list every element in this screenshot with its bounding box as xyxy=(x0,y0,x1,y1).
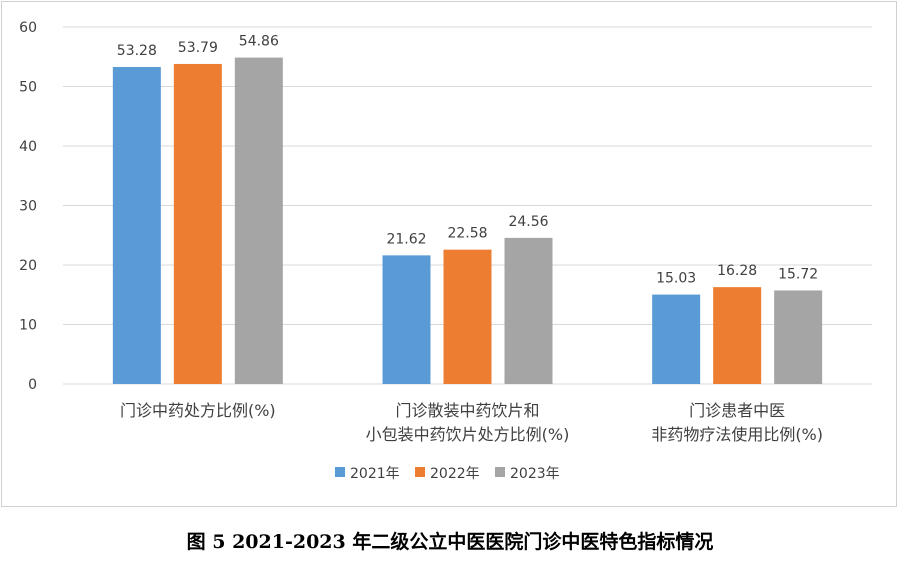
bar xyxy=(234,57,283,384)
bar xyxy=(382,255,431,384)
y-axis-ticks: 0 10 20 30 40 50 60 xyxy=(19,20,37,393)
category-label: 门诊患者中医 xyxy=(689,401,785,420)
bar xyxy=(504,237,553,384)
y-tick-label: 0 xyxy=(28,377,37,393)
legend-label: 2021年 xyxy=(350,466,400,482)
category-label: 门诊散装中药饮片和 xyxy=(395,401,539,420)
data-label: 24.56 xyxy=(508,214,548,230)
data-labels: 53.28 53.79 54.86 21.62 22.58 24.56 15.03 16.28… xyxy=(117,34,818,287)
legend-swatch xyxy=(415,467,425,477)
chart-frame: 0 10 20 30 40 50 60 53.28 53.79 54.86 21.62 22.58 2… xyxy=(1,1,897,507)
data-label: 15.72 xyxy=(778,266,818,282)
legend-swatch xyxy=(495,467,505,477)
y-tick-label: 20 xyxy=(19,258,37,274)
y-tick-label: 40 xyxy=(19,139,37,155)
data-label: 22.58 xyxy=(447,226,487,242)
legend-swatch xyxy=(335,467,345,477)
y-tick-label: 10 xyxy=(19,318,37,334)
data-label: 21.62 xyxy=(386,231,426,247)
bar xyxy=(443,249,492,384)
bars xyxy=(112,57,823,385)
category-label: 非药物疗法使用比例(%) xyxy=(651,425,823,444)
category-label: 门诊中药处方比例(%) xyxy=(120,401,276,420)
legend-label: 2023年 xyxy=(510,466,560,482)
data-label: 53.79 xyxy=(178,40,218,56)
bar xyxy=(112,66,161,384)
data-label: 15.03 xyxy=(656,271,696,287)
bar-chart: 0 10 20 30 40 50 60 53.28 53.79 54.86 21.62 22.58 2… xyxy=(19,20,872,482)
legend-label: 2022年 xyxy=(430,466,480,482)
y-tick-label: 50 xyxy=(19,80,37,96)
y-tick-label: 60 xyxy=(19,20,37,36)
bar xyxy=(173,63,222,385)
data-label: 53.28 xyxy=(117,43,157,59)
data-label: 16.28 xyxy=(717,263,757,279)
figure-caption: 图 5 2021-2023 年二级公立中医医院门诊中医特色指标情况 xyxy=(186,531,714,553)
y-tick-label: 30 xyxy=(19,199,37,215)
data-label: 54.86 xyxy=(239,34,279,50)
bar xyxy=(652,294,701,384)
legend: 2021年 2022年 2023年 xyxy=(335,466,560,482)
bar xyxy=(713,287,762,384)
category-label: 小包装中药饮片处方比例(%) xyxy=(366,425,570,444)
bar xyxy=(774,290,823,384)
